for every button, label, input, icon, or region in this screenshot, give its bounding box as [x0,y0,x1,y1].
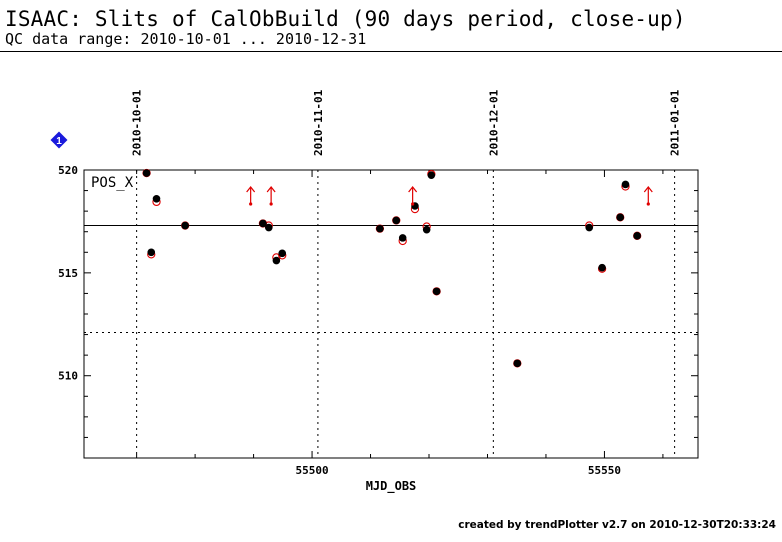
top-date-tick-label: 2010-10-01 [131,89,144,156]
filled-circle-point [147,248,156,257]
off-scale-arrow [408,186,418,206]
filled-circle-point [272,256,281,265]
x-axis-label: MJD_OBS [366,479,417,494]
filled-circle-point [621,180,630,189]
arrow-base-dot [411,202,415,206]
arrow-base-dot [646,202,650,206]
off-scale-arrows [246,186,653,206]
filled-circle-point [427,171,436,179]
filled-circle-point [513,359,522,368]
x-tick-label: 55550 [588,464,621,477]
arrow-base-dot [249,202,253,206]
y-tick-label: 510 [58,370,78,383]
filled-circle-point [585,223,594,232]
filled-circle-point [616,213,625,222]
arrow-head [266,186,276,193]
data-points [142,168,642,368]
axes: 2010-10-01 2010-11-01 2010-12-01 2011-01-01… [58,89,699,477]
off-scale-arrow [266,186,276,206]
off-scale-arrow [643,186,653,206]
badge-number: 1 [56,136,62,147]
filled-circle-point [398,234,407,242]
plot-frame [83,169,699,459]
top-date-tick-label: 2010-12-01 [487,89,500,156]
panel-label: POS_X [91,175,134,191]
header-divider [0,51,782,52]
arrow-head [408,186,418,193]
filled-circle-point [598,263,606,272]
filled-circle-point [264,223,273,232]
filled-circle-point [633,232,641,240]
info-badge[interactable]: 1 [50,131,68,149]
arrow-head [643,186,653,193]
y-tick-label: 520 [58,164,78,177]
filled-circle-point [392,216,401,225]
filled-circle-point [259,219,267,228]
filled-circle-point [422,225,431,234]
x-tick-label: 55500 [295,464,328,477]
arrow-head [246,186,256,193]
arrow-base-dot [269,202,273,206]
filled-circle-point [152,195,161,203]
filled-circle-point [376,224,384,233]
chart-title: ISAAC: Slits of CalObBuild (90 days peri… [5,7,686,31]
reference-lines [84,225,698,334]
y-tick-label: 515 [58,267,78,280]
filled-circle-point [278,249,287,258]
grid-layer [136,170,676,458]
footer-credit: created by trendPlotter v2.7 on 2010-12-… [458,519,776,531]
filled-circle-point [142,169,151,177]
chart-subtitle: QC data range: 2010-10-01 ... 2010-12-31 [5,30,367,48]
top-date-tick-label: 2011-01-01 [669,89,682,156]
filled-circle-point [432,287,441,296]
top-date-tick-label: 2010-11-01 [312,89,325,156]
off-scale-arrow [246,186,256,206]
filled-circle-point [181,221,189,230]
